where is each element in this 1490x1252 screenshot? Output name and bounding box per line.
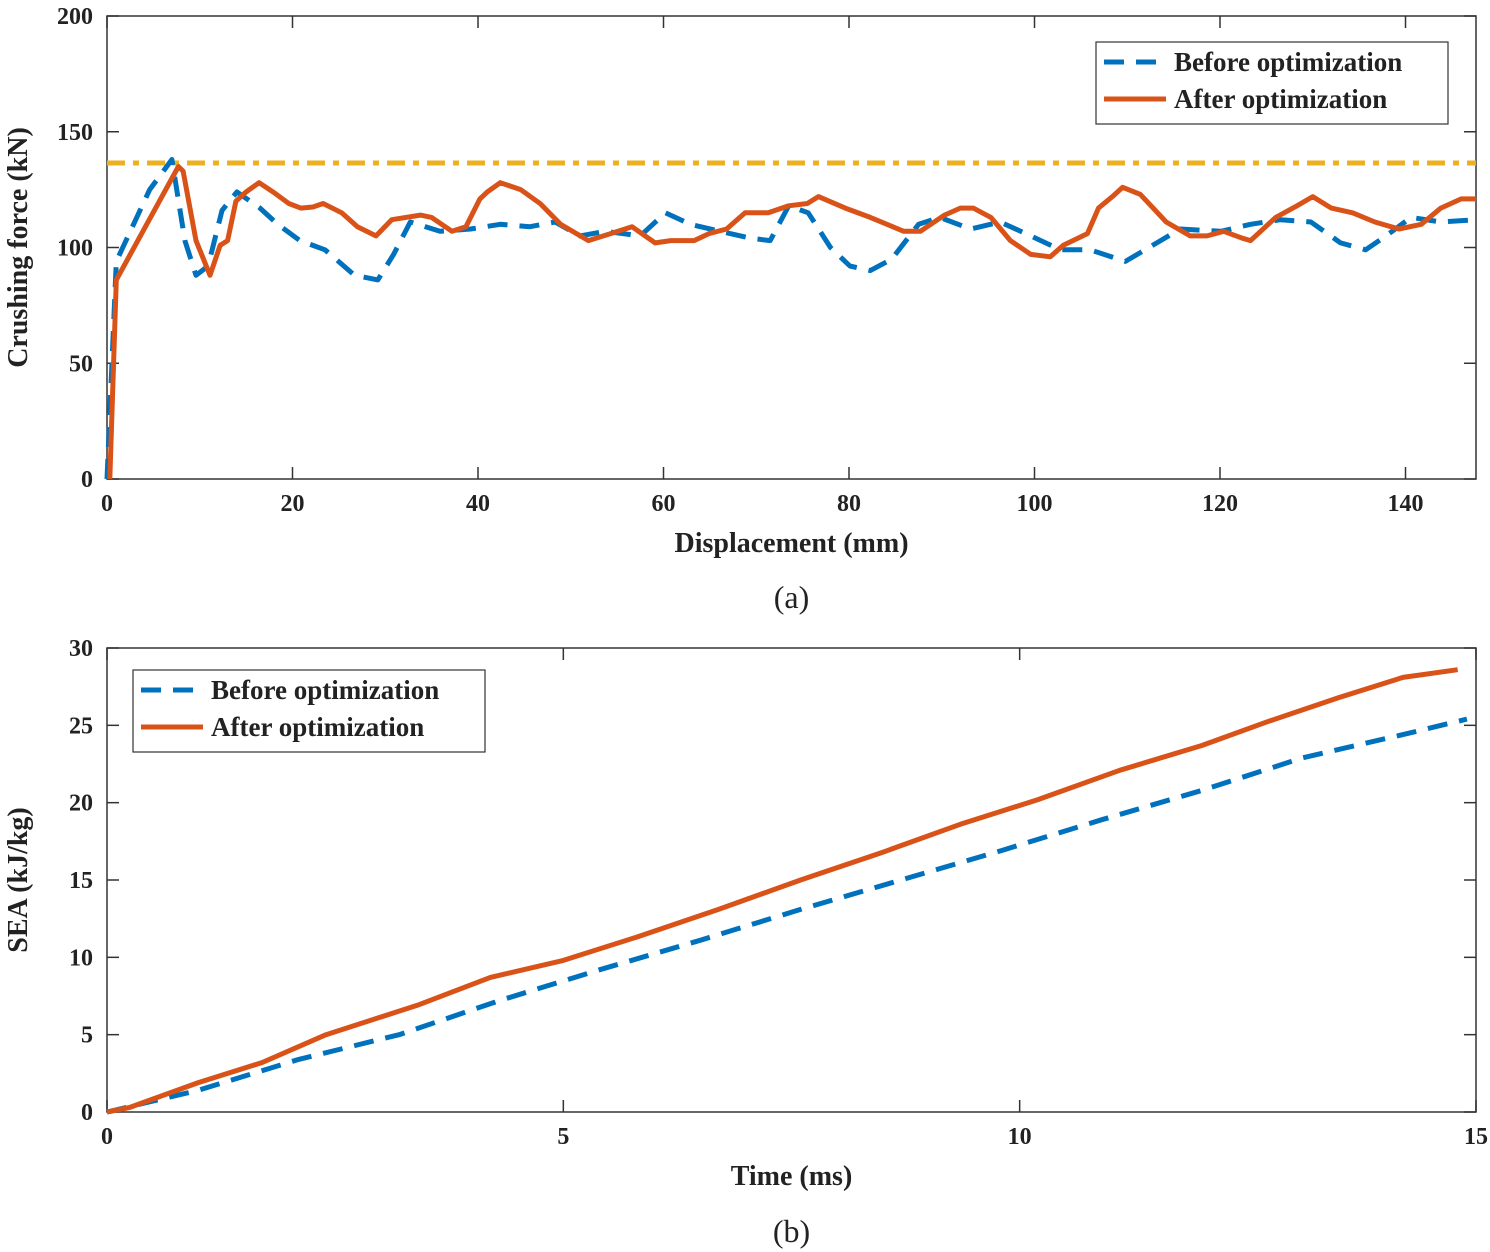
x-tick-label: 10 — [1008, 1124, 1032, 1150]
chart-b: 0 5 10 15 0 5 10 15 20 25 30 Time (ms) SEA (kJ/kg) (b… — [3, 636, 1488, 1249]
x-tick-label: 80 — [837, 491, 861, 517]
legend-box — [132, 669, 486, 753]
x-tick-label: 120 — [1202, 491, 1238, 517]
caption: (a) — [774, 579, 810, 615]
y-tick-label: 5 — [81, 1023, 93, 1049]
x-tick-label: 15 — [1464, 1124, 1488, 1150]
x-tick-label: 60 — [652, 491, 676, 517]
x-axis-label: Displacement (mm) — [674, 528, 908, 559]
caption: (b) — [773, 1213, 810, 1249]
legend: Before optimization After optimization — [1095, 41, 1449, 125]
y-tick-label: 30 — [69, 636, 93, 662]
legend-label: Before optimization — [211, 675, 439, 705]
series-line-before — [106, 716, 1468, 1115]
y-tick-label: 150 — [57, 120, 93, 146]
series-line-after — [106, 667, 1459, 1115]
x-tick-label: 140 — [1388, 491, 1424, 517]
legend: Before optimization After optimization — [132, 669, 486, 753]
y-tick-label: 50 — [69, 351, 93, 377]
x-tick-label: 40 — [466, 491, 490, 517]
chart-a: 0 20 40 60 80 100 120 140 0 50 100 150 200 Displaceme… — [3, 4, 1477, 615]
x-tick-label: 0 — [101, 491, 113, 517]
series-line-after — [107, 164, 1476, 480]
x-tick-label: 100 — [1017, 491, 1053, 517]
y-axis-label: SEA (kJ/kg) — [3, 807, 34, 953]
y-tick-label: 10 — [69, 945, 93, 971]
x-tick-label: 5 — [557, 1124, 569, 1150]
y-tick-label: 100 — [57, 236, 93, 262]
y-tick-label: 25 — [69, 713, 93, 739]
y-tick-label: 20 — [69, 791, 93, 817]
y-tick-label: 200 — [57, 4, 93, 30]
legend-label: Before optimization — [1174, 47, 1402, 77]
legend-label: After optimization — [1174, 84, 1387, 114]
series-line-before — [104, 157, 1477, 480]
y-tick-label: 0 — [81, 1100, 93, 1126]
y-axis-label: Crushing force (kN) — [3, 127, 34, 368]
legend-box — [1095, 41, 1449, 125]
x-tick-label: 0 — [101, 1124, 113, 1150]
x-tick-label: 20 — [281, 491, 305, 517]
y-tick-label: 0 — [81, 467, 93, 493]
legend-label: After optimization — [211, 712, 424, 742]
x-axis-label: Time (ms) — [731, 1161, 853, 1192]
y-tick-label: 15 — [69, 868, 93, 894]
